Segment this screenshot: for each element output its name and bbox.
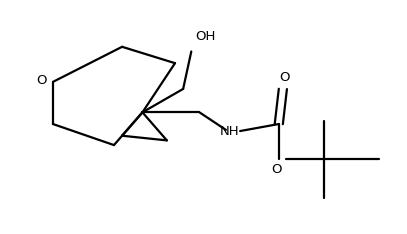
Text: OH: OH [195, 30, 216, 43]
Text: O: O [36, 74, 47, 87]
Text: O: O [271, 163, 282, 176]
Text: NH: NH [220, 124, 240, 138]
Text: O: O [280, 71, 290, 84]
